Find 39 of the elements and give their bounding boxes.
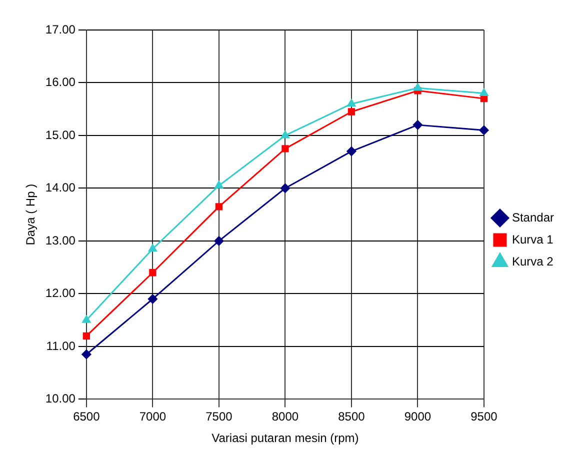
point (82, 332, 90, 340)
point (280, 130, 290, 138)
point (149, 269, 156, 276)
legend-label: Kurva 1 (512, 232, 554, 246)
y-tick-label: 12.00 (45, 286, 76, 300)
x-tick-label: 8000 (272, 410, 299, 424)
x-tick-label: 6500 (73, 410, 100, 424)
point (412, 120, 422, 130)
y-tick-label: 14.00 (45, 180, 76, 195)
point (82, 315, 91, 323)
point (414, 83, 422, 91)
x-tick-label: 9000 (404, 410, 432, 424)
y-tick-label: 15.00 (45, 128, 76, 142)
point (148, 294, 158, 304)
point (214, 236, 224, 246)
point (282, 145, 289, 152)
point (480, 88, 488, 96)
point (346, 146, 356, 156)
y-tick-label: 11.00 (46, 338, 76, 353)
y-tick-label: 10.00 (45, 392, 76, 406)
point (148, 244, 157, 252)
x-tick-label: 7500 (206, 410, 233, 424)
x-tick-label: 7000 (139, 410, 166, 424)
point (82, 350, 92, 360)
y-tick-label: 13.00 (45, 233, 76, 248)
x-tick-label: 8500 (338, 410, 366, 424)
y-tick-label: 17.00 (45, 22, 76, 36)
legend-label: Kurva 2 (512, 254, 554, 268)
point (479, 125, 489, 135)
point (280, 183, 290, 193)
legend-label: Standar (512, 210, 554, 224)
point (214, 180, 224, 188)
point (347, 99, 356, 107)
point (215, 203, 223, 210)
y-axis-title: Daya ( Hp ) (24, 184, 38, 246)
y-tick-label: 16.00 (45, 75, 76, 90)
point (348, 108, 356, 116)
x-tick-label: 9500 (470, 410, 498, 424)
x-axis-title: Variasi putaran mesin (rpm) (212, 431, 359, 446)
